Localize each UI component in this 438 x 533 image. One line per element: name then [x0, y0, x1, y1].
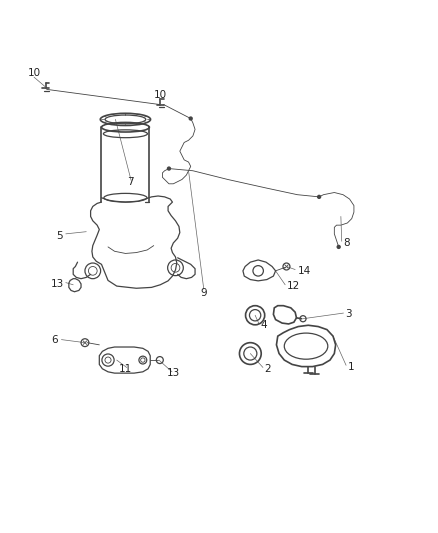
Text: 7: 7 — [127, 176, 134, 187]
Text: 1: 1 — [347, 361, 354, 372]
Circle shape — [188, 116, 193, 120]
Text: 8: 8 — [343, 238, 350, 247]
Text: 11: 11 — [119, 364, 132, 374]
Text: 14: 14 — [297, 266, 311, 276]
Text: 6: 6 — [51, 335, 58, 345]
Text: 2: 2 — [265, 364, 271, 374]
Circle shape — [167, 166, 171, 171]
Text: 10: 10 — [154, 90, 167, 100]
Text: 9: 9 — [201, 288, 207, 297]
Text: 10: 10 — [28, 68, 41, 78]
Circle shape — [336, 245, 341, 249]
Text: 5: 5 — [56, 231, 62, 241]
Text: 13: 13 — [51, 279, 64, 289]
Text: 4: 4 — [260, 320, 267, 330]
Text: 12: 12 — [286, 281, 300, 291]
Circle shape — [317, 195, 321, 199]
Text: 13: 13 — [167, 368, 180, 378]
Text: 3: 3 — [345, 309, 352, 319]
